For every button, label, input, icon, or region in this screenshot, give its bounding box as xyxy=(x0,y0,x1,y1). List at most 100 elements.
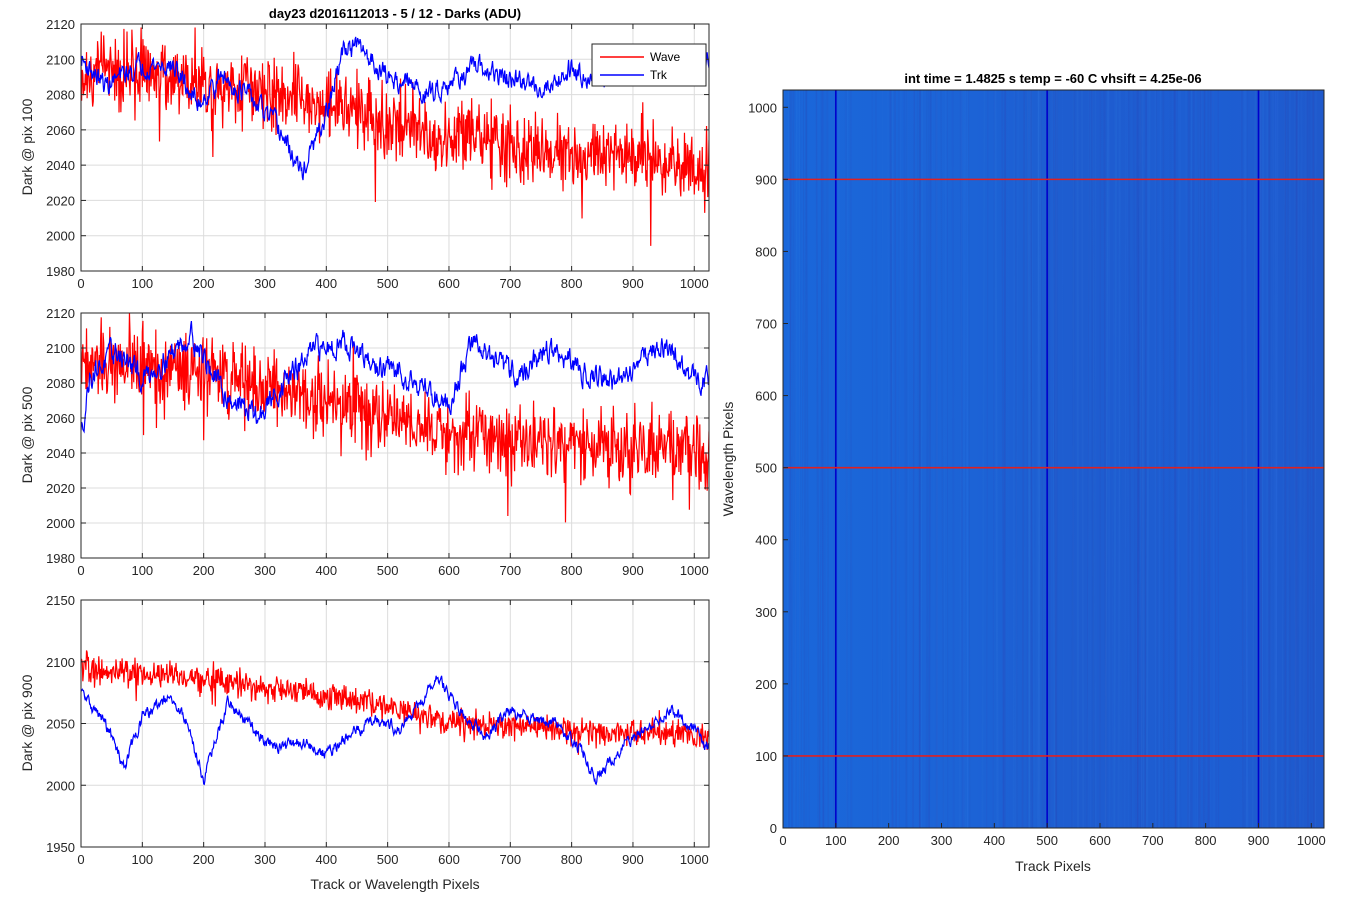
image-streak xyxy=(1272,90,1276,828)
x-tick-label: 0 xyxy=(77,276,84,291)
x-tick-label: 500 xyxy=(377,852,399,867)
image-streak xyxy=(826,90,830,828)
x-tick-labels: 0 100 200 300 400 500 600 700 800 900 1000 xyxy=(779,833,1325,848)
image-streak xyxy=(1294,90,1299,828)
image-streak xyxy=(786,90,790,828)
x-tick-label: 100 xyxy=(131,276,153,291)
image-streak xyxy=(1119,90,1122,828)
image-streak xyxy=(1177,90,1181,828)
y-tick-label: 600 xyxy=(755,389,777,404)
image-background xyxy=(783,90,1324,828)
image-streak xyxy=(794,90,798,828)
image-streak xyxy=(1244,90,1249,828)
y-tick-label: 2100 xyxy=(46,52,75,67)
x-tick-label: 200 xyxy=(878,833,900,848)
y-tick-label: 200 xyxy=(755,677,777,692)
image-streak xyxy=(1108,90,1111,828)
image-streak xyxy=(889,90,894,828)
image-streak xyxy=(1275,90,1279,828)
y-tick-labels: 1950 2000 2050 2100 2150 xyxy=(46,593,75,855)
y-tick-label: 2080 xyxy=(46,88,75,103)
y-tick-label: 2040 xyxy=(46,446,75,461)
marker-lines xyxy=(783,90,1324,828)
x-tick-label: 400 xyxy=(315,276,337,291)
image-streak xyxy=(921,90,924,828)
image-streak xyxy=(1206,90,1209,828)
x-tick-label: 700 xyxy=(499,276,521,291)
image-streak xyxy=(1167,90,1172,828)
image-streak xyxy=(1124,90,1127,828)
x-tick-label: 400 xyxy=(315,563,337,578)
image-streak xyxy=(940,90,945,828)
image-streak xyxy=(1037,90,1041,828)
image-streak xyxy=(1030,90,1033,828)
image-streak xyxy=(925,90,931,828)
y-tick-label: 2050 xyxy=(46,717,75,732)
image-streak xyxy=(1174,90,1177,828)
image-streak xyxy=(1309,90,1312,828)
image-streak xyxy=(928,90,932,828)
image-streak xyxy=(849,90,853,828)
x-tick-label: 1000 xyxy=(680,563,709,578)
image-streak xyxy=(916,90,921,828)
image-streak xyxy=(1294,90,1300,828)
image-streak xyxy=(1241,90,1244,828)
image-streak xyxy=(1244,90,1249,828)
image-streak xyxy=(1207,90,1212,828)
y-tick-label: 800 xyxy=(755,244,777,259)
image-streak xyxy=(1014,90,1020,828)
x-tick-label: 1000 xyxy=(680,852,709,867)
image-streak xyxy=(1184,90,1189,828)
image-streak xyxy=(1197,90,1200,828)
image-streak xyxy=(1198,90,1202,828)
image-streak xyxy=(982,90,985,828)
image-streak xyxy=(1258,90,1263,828)
x-tick-label: 600 xyxy=(1089,833,1111,848)
x-tick-label: 500 xyxy=(377,276,399,291)
x-tick-label: 700 xyxy=(499,852,521,867)
image-streak xyxy=(815,90,819,828)
image-streak xyxy=(1213,90,1217,828)
y-tick-label: 2060 xyxy=(46,411,75,426)
image-streak xyxy=(1144,90,1147,828)
image-title: int time = 1.4825 s temp = -60 C vhsift … xyxy=(904,71,1201,86)
x-tick-label: 200 xyxy=(193,276,215,291)
image-streak xyxy=(1177,90,1182,828)
image-streak xyxy=(1161,90,1165,828)
x-tick-label: 600 xyxy=(438,276,460,291)
image-streak xyxy=(1137,90,1142,828)
y-tick-label: 2150 xyxy=(46,593,75,608)
image-streak xyxy=(793,90,798,828)
x-tick-label: 500 xyxy=(377,563,399,578)
image-streak xyxy=(1145,90,1151,828)
image-streak xyxy=(1133,90,1137,828)
image-streak xyxy=(1086,90,1090,828)
series-line-trk xyxy=(81,320,709,434)
panel-pix900: 1950 2000 2050 2100 2150 0 100 200 300 400 500 600… xyxy=(19,593,710,892)
image-streak xyxy=(1135,90,1140,828)
x-tick-label: 800 xyxy=(561,852,583,867)
image-streak xyxy=(894,90,898,828)
image-streak xyxy=(805,90,810,828)
image-streak xyxy=(1030,90,1036,828)
image-streak xyxy=(1295,90,1300,828)
x-tick-labels: 0 100 200 300 400 500 600 700 800 900 1000 xyxy=(77,276,708,291)
image-streak xyxy=(964,90,967,828)
image-streak xyxy=(1155,90,1158,828)
image-streak xyxy=(1028,90,1032,828)
image-streak xyxy=(1187,90,1190,828)
image-streak xyxy=(1131,90,1133,828)
x-tick-label: 300 xyxy=(254,563,276,578)
image-streak xyxy=(1174,90,1177,828)
y-tick-label: 1980 xyxy=(46,264,75,279)
y-tick-label: 2000 xyxy=(46,778,75,793)
x-tick-label: 0 xyxy=(779,833,786,848)
image-streak xyxy=(1202,90,1206,828)
image-streak xyxy=(951,90,955,828)
image-streak xyxy=(1209,90,1212,828)
image-streak xyxy=(1286,90,1291,828)
image-streak xyxy=(846,90,849,828)
axes-box xyxy=(80,312,710,559)
x-tick-label: 100 xyxy=(825,833,847,848)
